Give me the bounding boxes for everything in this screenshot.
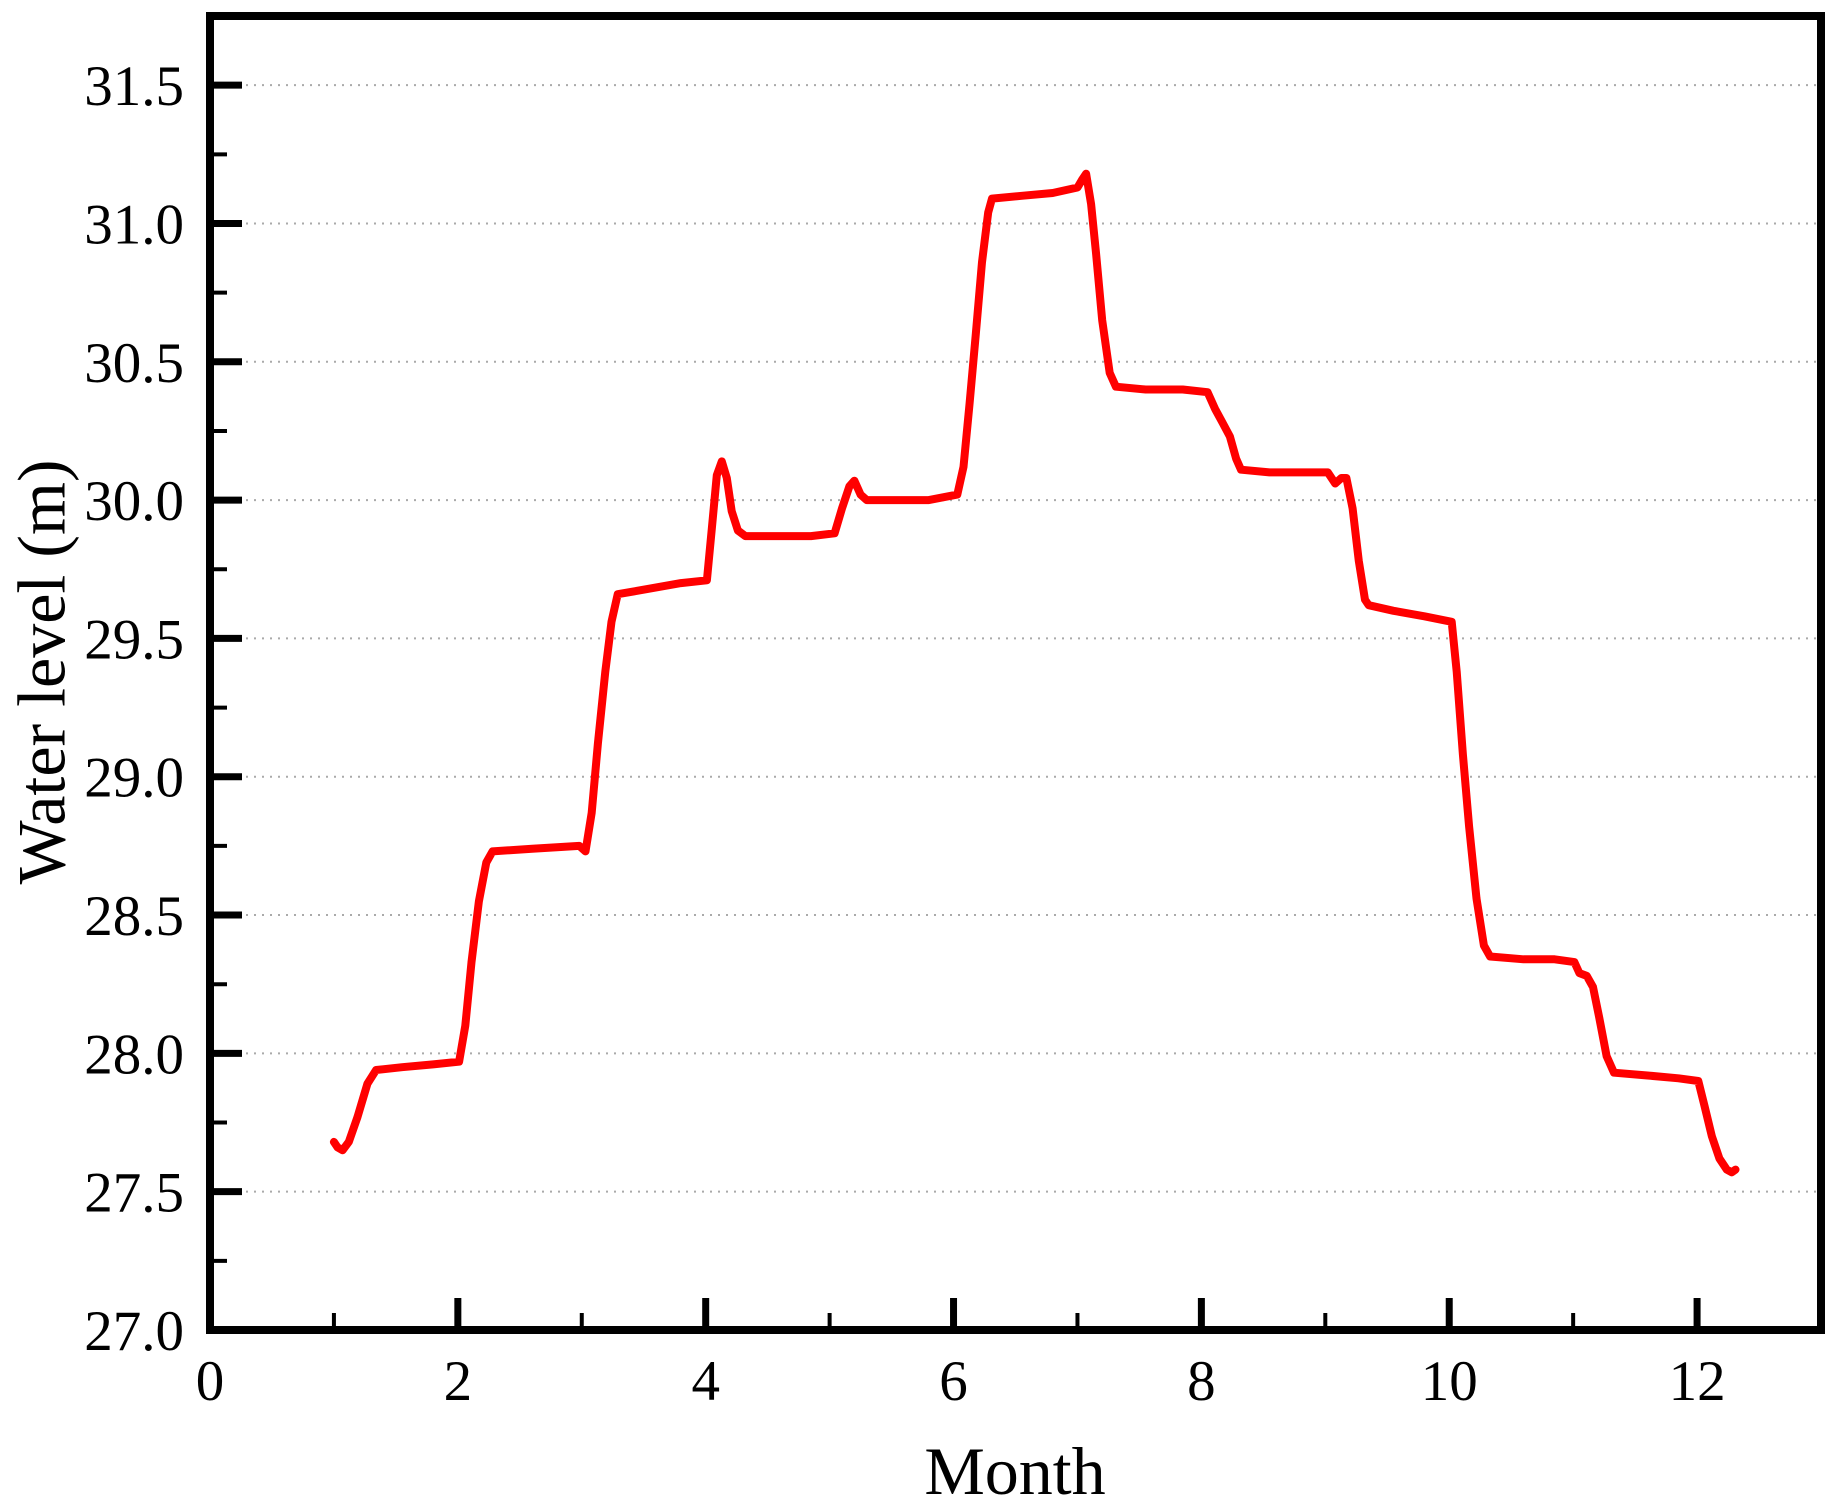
y-tick-label: 31.5 — [84, 55, 184, 118]
x-tick-label: 6 — [939, 1350, 968, 1413]
x-tick-label: 4 — [691, 1350, 720, 1413]
y-tick-label: 30.5 — [84, 332, 184, 395]
water-level-line — [329, 169, 1740, 1177]
x-tick-label: 10 — [1421, 1350, 1478, 1413]
x-tick-label: 12 — [1669, 1350, 1726, 1413]
x-axis-title: Month — [924, 1433, 1106, 1504]
x-tick-label: 8 — [1187, 1350, 1216, 1413]
y-tick-label: 30.0 — [84, 470, 184, 533]
x-tick-label: 0 — [196, 1350, 225, 1413]
y-tick-label: 29.5 — [84, 608, 184, 671]
y-tick-label: 28.5 — [84, 885, 184, 948]
y-tick-label: 27.5 — [84, 1162, 184, 1225]
y-tick-label: 27.0 — [84, 1300, 184, 1363]
y-tick-label: 31.0 — [84, 193, 184, 256]
y-tick-label: 28.0 — [84, 1023, 184, 1086]
x-tick-label: 2 — [444, 1350, 473, 1413]
y-tick-label: 29.0 — [84, 747, 184, 810]
plot-frame — [206, 12, 1825, 1334]
y-axis-title: Water level (m) — [3, 459, 80, 885]
